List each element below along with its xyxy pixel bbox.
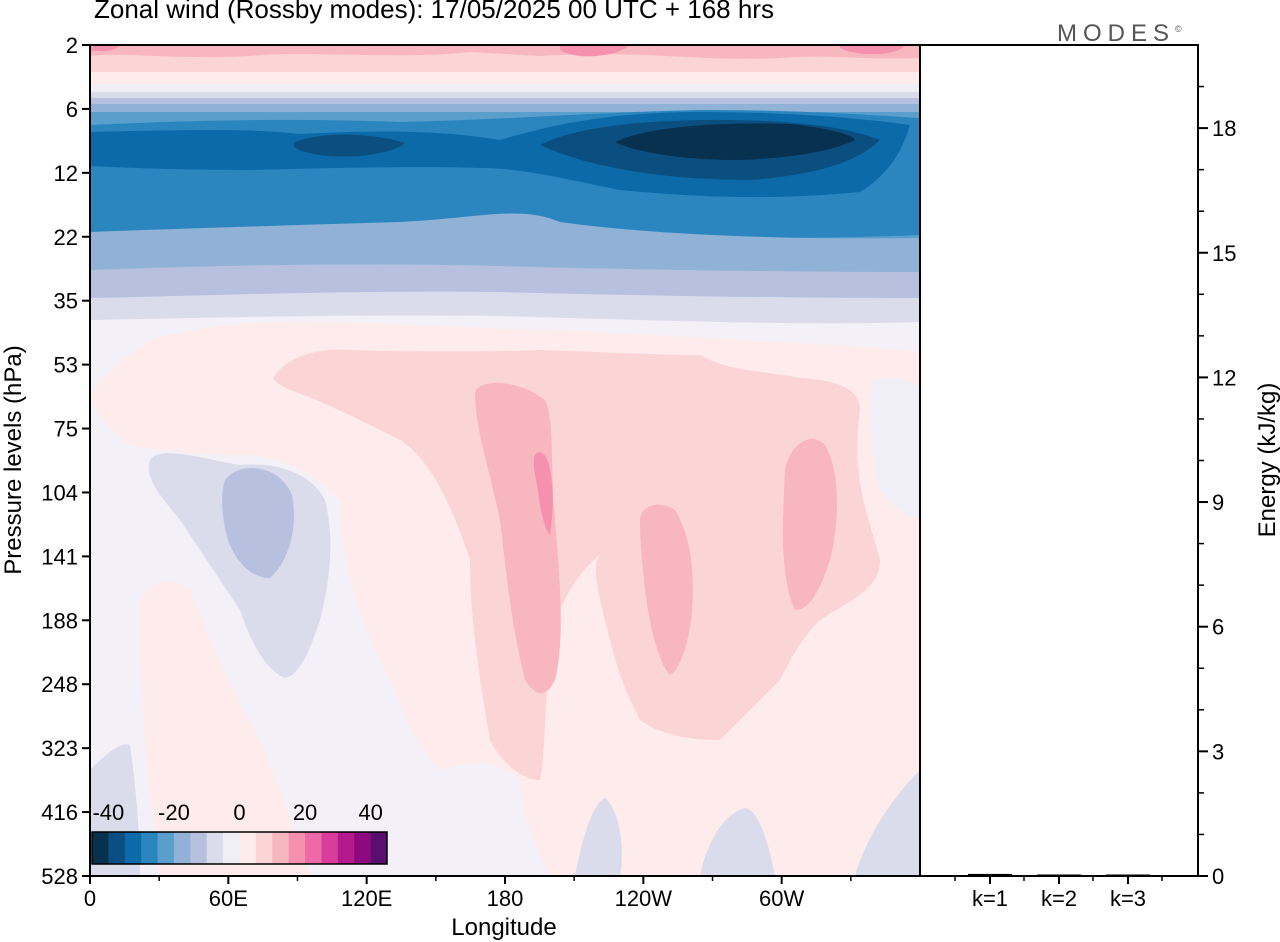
energy-bar [1106, 874, 1150, 876]
surface-easterly-far-east [855, 770, 920, 876]
y-tick-label: 104 [41, 480, 78, 505]
energy-tick-label: 3 [1212, 739, 1224, 764]
energy-tick-label: 9 [1212, 490, 1224, 515]
y-tick-label: 248 [41, 672, 78, 697]
y-tick-label: 188 [41, 608, 78, 633]
colorbar-swatch [354, 832, 372, 864]
colorbar-swatch [206, 832, 224, 864]
colorbar-swatch [157, 832, 175, 864]
energy-tick-label: 12 [1212, 365, 1236, 390]
colorbar-swatch [321, 832, 339, 864]
trop-westerly-plume-140w [640, 504, 693, 675]
trop-westerly-lower-lobe [140, 581, 310, 876]
band-easterly-3 [90, 104, 920, 112]
energy-tick-label: 15 [1212, 241, 1236, 266]
modes-logo: MODES© [1057, 20, 1182, 47]
energy-category-label: k=3 [1110, 886, 1146, 911]
chart-title: Zonal wind (Rossby modes): 17/05/2025 00… [94, 0, 774, 24]
y-tick-label: 2 [66, 33, 78, 58]
band-westerly-max [90, 45, 920, 59]
y-tick-label: 35 [54, 289, 78, 314]
colorbar-frame [91, 831, 388, 865]
colorbar-swatch [255, 832, 273, 864]
colorbar-swatch [239, 832, 257, 864]
y-tick-label: 528 [41, 864, 78, 889]
trop-westerly-plume-80w [782, 439, 837, 610]
colorbar-swatch [370, 832, 388, 864]
colorbar-swatch [141, 832, 158, 864]
y-tick-label: 323 [41, 736, 78, 761]
energy-category-label: k=1 [972, 886, 1008, 911]
energy-panel-frame [919, 44, 1199, 877]
energy-bar [1037, 874, 1081, 876]
y-tick-label: 22 [54, 225, 78, 250]
colorbar-tick-label: 0 [233, 800, 245, 825]
y-tick-label: 12 [54, 161, 78, 186]
y-tick-label: 416 [41, 800, 78, 825]
energy-tick-label: 18 [1212, 116, 1236, 141]
surface-easterly-mid [575, 798, 622, 876]
easterly-cell-60e-core [222, 468, 294, 578]
y-tick-label: 53 [54, 353, 78, 378]
energy-category-label: k=2 [1041, 886, 1077, 911]
x-tick-label: 120E [341, 886, 392, 911]
colorbar-tick-label: 20 [293, 800, 317, 825]
band-easterly-lower-3 [90, 291, 920, 324]
colorbar-swatch [272, 832, 290, 864]
band-easterly-2 [90, 98, 920, 104]
x-tick-label: 0 [84, 886, 96, 911]
trop-westerly-core-180 [533, 452, 553, 535]
colorbar-swatch [173, 832, 191, 864]
x-axis-title: Longitude [451, 914, 556, 941]
colorbar-swatch [92, 832, 109, 864]
band-calm [90, 84, 920, 92]
x-tick-label: 180 [487, 886, 524, 911]
band-easterly-lower-2 [90, 264, 920, 302]
band-easterly-jet-core [615, 123, 855, 160]
easterly-patch-east [870, 378, 920, 520]
contour-field [90, 45, 920, 876]
colorbar-tick-label: -40 [92, 800, 124, 825]
energy-tick-label: 6 [1212, 615, 1224, 640]
colorbar: -40 -20 0 20 40 [91, 800, 388, 865]
trop-westerly-envelope-2 [273, 349, 881, 780]
energy-bar [968, 873, 1012, 876]
colorbar-swatch [108, 832, 126, 864]
y-tick-label: 141 [41, 544, 78, 569]
band-easterly-lower [90, 213, 920, 281]
x-tick-label: 60E [209, 886, 248, 911]
surface-easterly-east [700, 808, 775, 876]
colorbar-tick-label: -20 [158, 800, 190, 825]
energy-axis-title: Energy (kJ/kg) [1254, 383, 1280, 538]
band-westerly-weak [90, 72, 920, 84]
band-easterly-core-west [293, 134, 405, 157]
colorbar-swatch [288, 832, 306, 864]
colorbar-swatch [223, 832, 240, 864]
colorbar-swatch [190, 832, 208, 864]
colorbar-swatch [305, 832, 322, 864]
band-easterly-1 [90, 92, 920, 98]
y-tick-label: 75 [54, 417, 78, 442]
x-tick-label: 120W [615, 886, 673, 911]
y-tick-label: 6 [66, 97, 78, 122]
colorbar-tick-label: 40 [358, 800, 382, 825]
colorbar-swatch [124, 832, 142, 864]
energy-tick-label: 0 [1212, 864, 1224, 889]
y-axis-title: Pressure levels (hPa) [0, 345, 27, 574]
colorbar-swatch [337, 832, 355, 864]
x-tick-label: 60W [759, 886, 804, 911]
